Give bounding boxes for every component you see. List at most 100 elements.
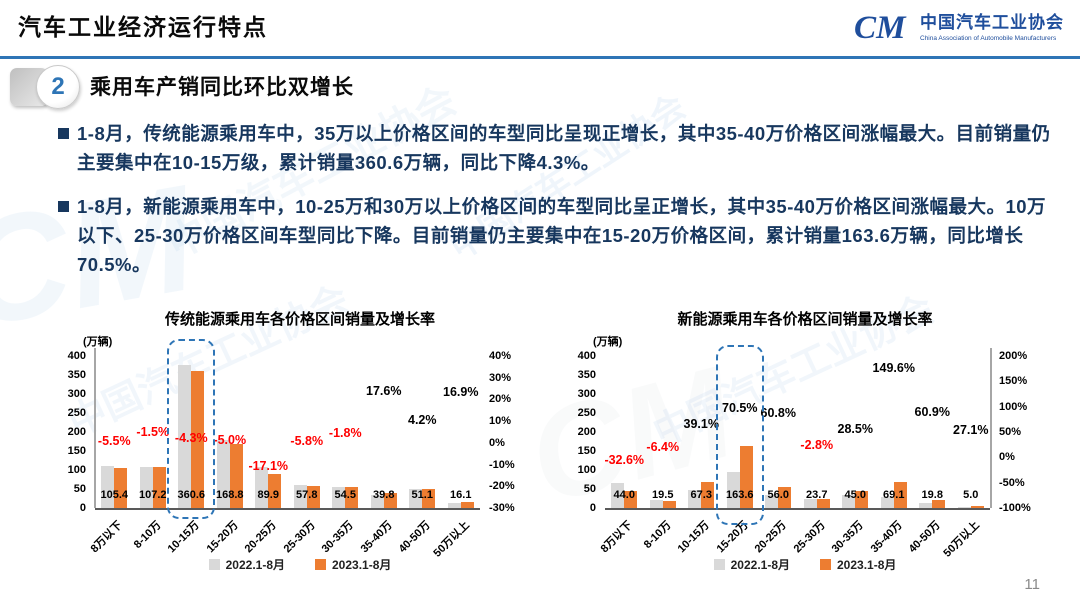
growth-rate-label: 16.9% xyxy=(443,385,479,400)
bar-2022 xyxy=(101,465,115,508)
page-number: 11 xyxy=(1024,576,1040,593)
chart-traditional-energy: 传统能源乘用车各价格区间销量及增长率 (万辆) 400 350 300 250 200 150… xyxy=(60,306,540,606)
bullet-marker xyxy=(58,128,69,139)
bar-2023 xyxy=(624,491,638,508)
bar-value-label: 105.4 xyxy=(100,489,129,501)
y-axis-tick-right: -20% xyxy=(489,480,515,493)
y-axis-tick-left: 200 xyxy=(577,426,596,438)
y-axis-tick-left: 150 xyxy=(577,445,596,457)
y-axis-tick-left: 350 xyxy=(67,369,86,381)
y-axis-tick-right: -50% xyxy=(999,476,1025,489)
bar-2023 xyxy=(191,370,205,508)
growth-rate-label: 70.5% xyxy=(722,400,758,415)
bar-2022 xyxy=(919,503,933,508)
x-axis-tick: 10-15万 xyxy=(165,519,202,556)
growth-rate-label: 27.1% xyxy=(953,422,989,437)
legend-item: 2022.1-8月 xyxy=(208,556,285,573)
y-axis-tick-left: 200 xyxy=(67,426,86,438)
bar-value-label: 45.0 xyxy=(844,489,866,501)
x-axis-tick: 30-35万 xyxy=(319,519,356,556)
growth-rate-label: 149.6% xyxy=(872,360,915,375)
bar-2023 xyxy=(152,467,166,508)
highlight-box xyxy=(167,339,216,519)
bar-2022 xyxy=(216,440,230,508)
legend-item: 2023.1-8月 xyxy=(315,556,391,573)
bar-2022 xyxy=(409,489,423,508)
bar-2022 xyxy=(649,500,663,508)
growth-rate-label: -1.5% xyxy=(136,425,170,440)
bar-2023 xyxy=(701,482,715,508)
legend-swatch xyxy=(208,559,220,570)
y-axis-tick-left: 150 xyxy=(67,445,86,457)
legend-item: 2023.1-8月 xyxy=(820,556,896,573)
growth-rate-label: -32.6% xyxy=(604,452,645,467)
bar-2022 xyxy=(726,471,740,508)
svg-text:CM: CM xyxy=(854,9,907,46)
caam-logo: CM 中国汽车工业协会 China Association of Automob… xyxy=(854,8,1064,48)
bar-value-label: 69.1 xyxy=(883,489,905,501)
x-axis-tick: 10-15万 xyxy=(675,519,712,556)
growth-rate-label: -2.8% xyxy=(800,437,834,452)
bar-2022 xyxy=(842,494,856,508)
bullet-text: 1-8月，新能源乘用车中，10-25万和30万以上价格区间的车型同比呈正增长，其… xyxy=(77,196,1047,275)
bar-2023 xyxy=(739,445,753,508)
bar-value-label: 360.6 xyxy=(177,489,206,501)
x-axis-tick: 50万以上 xyxy=(430,519,472,560)
growth-rate-label: 60.9% xyxy=(914,405,950,420)
bar-value-label: 107.2 xyxy=(138,489,167,501)
growth-rate-label: 39.1% xyxy=(683,416,719,431)
bar-2022 xyxy=(611,483,625,508)
y-axis-tick-left: 100 xyxy=(577,464,596,476)
chart-title: 传统能源乘用车各价格区间销量及增长率 xyxy=(164,311,435,328)
x-axis-tick: 30-35万 xyxy=(829,519,866,556)
bar-2023 xyxy=(662,500,676,508)
bar-value-label: 89.9 xyxy=(257,489,279,501)
x-axis-tick: 8-10万 xyxy=(641,519,674,551)
legend-label: 2022.1-8月 xyxy=(225,558,285,572)
bar-value-label: 163.6 xyxy=(725,489,754,501)
bar-2023 xyxy=(816,498,830,508)
growth-rate-label: 17.6% xyxy=(366,383,402,398)
growth-rate-label: 28.5% xyxy=(837,421,873,436)
legend-swatch xyxy=(713,559,725,570)
y-axis-tick-left: 100 xyxy=(67,464,86,476)
bar-2022 xyxy=(688,489,702,508)
x-axis-tick: 50万以上 xyxy=(940,519,982,560)
x-axis-tick: 8万以下 xyxy=(88,519,125,556)
section-header: 2 乘用车产销同比环比双增长 xyxy=(0,62,1080,110)
bar-2023 xyxy=(422,488,436,508)
x-axis-tick: 35-40万 xyxy=(868,519,905,556)
legend-label: 2023.1-8月 xyxy=(837,558,897,572)
x-axis-line xyxy=(605,508,990,510)
y-axis-tick-left: 300 xyxy=(577,388,596,400)
y-axis-tick-right: 200% xyxy=(999,350,1028,362)
x-axis-tick: 40-50万 xyxy=(906,519,943,556)
bullet-list: 1-8月，传统能源乘用车中，35万以上价格区间的车型同比呈现正增长，其中35-4… xyxy=(58,120,1058,295)
bar-2022 xyxy=(765,494,779,508)
bar-2022 xyxy=(370,495,384,508)
x-axis-tick: 20-25万 xyxy=(242,519,279,556)
bar-value-label: 67.3 xyxy=(690,489,712,501)
axis-unit-label: (万辆) xyxy=(83,336,113,348)
bar-2023 xyxy=(229,443,243,508)
x-axis-tick: 8-10万 xyxy=(131,519,164,551)
header-divider xyxy=(0,56,1080,59)
bar-value-label: 23.7 xyxy=(806,489,828,501)
growth-rate-label: -4.3% xyxy=(174,431,208,446)
y-axis-tick-right: 0% xyxy=(489,436,505,449)
chart-new-energy: 新能源乘用车各价格区间销量及增长率 (万辆) 400 350 300 250 200 150 1… xyxy=(565,306,1045,606)
y-axis-tick-right: 40% xyxy=(489,350,512,362)
x-axis-tick: 15-20万 xyxy=(204,519,241,556)
y-axis-tick-left: 250 xyxy=(67,407,86,419)
legend-swatch xyxy=(820,559,831,570)
bar-2023 xyxy=(970,506,984,508)
bar-2023 xyxy=(114,467,128,508)
x-axis-tick: 40-50万 xyxy=(396,519,433,556)
chart-legend: 2022.1-8月 2023.1-8月 xyxy=(565,556,1045,573)
chart-legend: 2022.1-8月 2023.1-8月 xyxy=(60,556,540,573)
chart-title: 新能源乘用车各价格区间销量及增长率 xyxy=(677,311,933,328)
bullet-item: 1-8月，传统能源乘用车中，35万以上价格区间的车型同比呈现正增长，其中35-4… xyxy=(58,120,1058,177)
bar-2022 xyxy=(957,506,971,508)
y-axis-tick-right: -10% xyxy=(489,458,515,471)
bar-2022 xyxy=(178,364,192,508)
